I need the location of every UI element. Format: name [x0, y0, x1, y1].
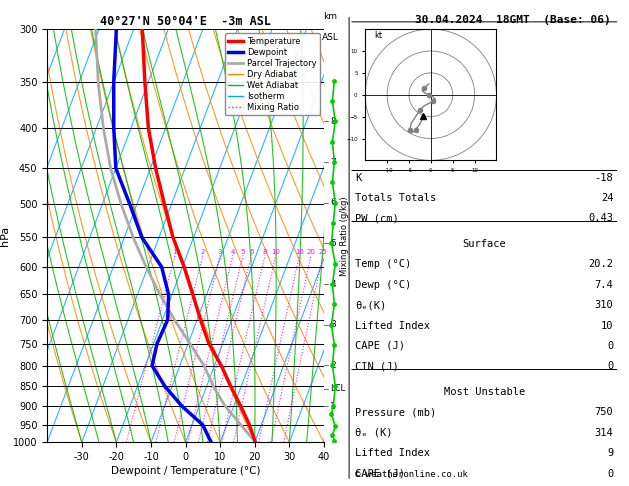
Text: Temp (°C): Temp (°C): [355, 260, 411, 269]
Point: [330, 437, 340, 445]
Point: [330, 158, 340, 166]
Text: 1: 1: [173, 249, 177, 255]
Text: 3: 3: [330, 320, 336, 329]
Point: [330, 341, 340, 349]
Point: [326, 240, 337, 247]
Text: PW (cm): PW (cm): [355, 213, 399, 224]
Text: Pressure (mb): Pressure (mb): [355, 407, 437, 417]
Text: 7.4: 7.4: [594, 280, 613, 290]
Text: ASL: ASL: [322, 34, 338, 42]
Text: 3: 3: [218, 249, 222, 255]
Text: 310: 310: [594, 300, 613, 310]
Text: Lifted Index: Lifted Index: [355, 448, 430, 458]
Point: [330, 422, 340, 430]
Text: Mixing Ratio (g/kg): Mixing Ratio (g/kg): [340, 196, 349, 276]
Point: [326, 441, 337, 449]
Text: 4: 4: [231, 249, 235, 255]
Point: [330, 260, 340, 268]
Point: [330, 118, 340, 125]
Text: θₑ (K): θₑ (K): [355, 428, 393, 438]
Text: kt: kt: [374, 31, 382, 40]
Point: [328, 138, 338, 146]
Text: K: K: [355, 173, 362, 183]
Text: 9: 9: [607, 448, 613, 458]
Text: CAPE (J): CAPE (J): [355, 469, 405, 479]
Text: Totals Totals: Totals Totals: [355, 193, 437, 203]
Point: [328, 362, 338, 369]
Point: [328, 178, 338, 186]
Text: 750: 750: [594, 407, 613, 417]
Text: 10: 10: [271, 249, 281, 255]
Text: km: km: [323, 12, 337, 21]
Text: CIN (J): CIN (J): [355, 361, 399, 371]
Point: [330, 382, 340, 390]
Text: 1: 1: [330, 401, 336, 411]
Text: 2: 2: [330, 361, 336, 370]
Text: 20: 20: [306, 249, 316, 255]
Text: 0: 0: [607, 469, 613, 479]
Text: 5: 5: [330, 239, 336, 248]
Point: [326, 321, 337, 329]
Text: 7: 7: [330, 157, 336, 167]
Point: [328, 219, 338, 227]
Text: © weatheronline.co.uk: © weatheronline.co.uk: [355, 469, 468, 479]
Text: 0: 0: [607, 341, 613, 351]
Point: [328, 402, 338, 410]
Text: 314: 314: [594, 428, 613, 438]
Point: [330, 300, 340, 308]
Text: Dewp (°C): Dewp (°C): [355, 280, 411, 290]
Text: Lifted Index: Lifted Index: [355, 321, 430, 330]
Text: CAPE (J): CAPE (J): [355, 341, 405, 351]
Y-axis label: hPa: hPa: [0, 226, 10, 246]
Text: 5: 5: [241, 249, 245, 255]
Text: Most Unstable: Most Unstable: [443, 387, 525, 397]
Point: [328, 97, 338, 105]
X-axis label: Dewpoint / Temperature (°C): Dewpoint / Temperature (°C): [111, 466, 260, 476]
Text: 0.43: 0.43: [588, 213, 613, 224]
Text: 2: 2: [201, 249, 205, 255]
Text: 8: 8: [263, 249, 267, 255]
Text: 6: 6: [249, 249, 253, 255]
Text: θₑ(K): θₑ(K): [355, 300, 387, 310]
Point: [328, 280, 338, 288]
Text: 4: 4: [330, 279, 336, 289]
Text: 16: 16: [295, 249, 304, 255]
Text: 6: 6: [330, 198, 336, 207]
Text: 24: 24: [601, 193, 613, 203]
Text: 20.2: 20.2: [588, 260, 613, 269]
Legend: Temperature, Dewpoint, Parcel Trajectory, Dry Adiabat, Wet Adiabat, Isotherm, Mi: Temperature, Dewpoint, Parcel Trajectory…: [225, 34, 320, 116]
Text: Surface: Surface: [462, 239, 506, 249]
Text: -18: -18: [594, 173, 613, 183]
Point: [330, 77, 340, 85]
Text: 10: 10: [601, 321, 613, 330]
Point: [330, 199, 340, 207]
Text: 0: 0: [607, 361, 613, 371]
Text: 30.04.2024  18GMT  (Base: 06): 30.04.2024 18GMT (Base: 06): [415, 15, 611, 25]
Point: [326, 410, 337, 418]
Title: 40°27'N 50°04'E  -3m ASL: 40°27'N 50°04'E -3m ASL: [100, 15, 271, 28]
Point: [328, 431, 338, 438]
Text: LCL: LCL: [330, 384, 345, 393]
Text: 25: 25: [318, 249, 327, 255]
Text: 8: 8: [330, 117, 336, 126]
